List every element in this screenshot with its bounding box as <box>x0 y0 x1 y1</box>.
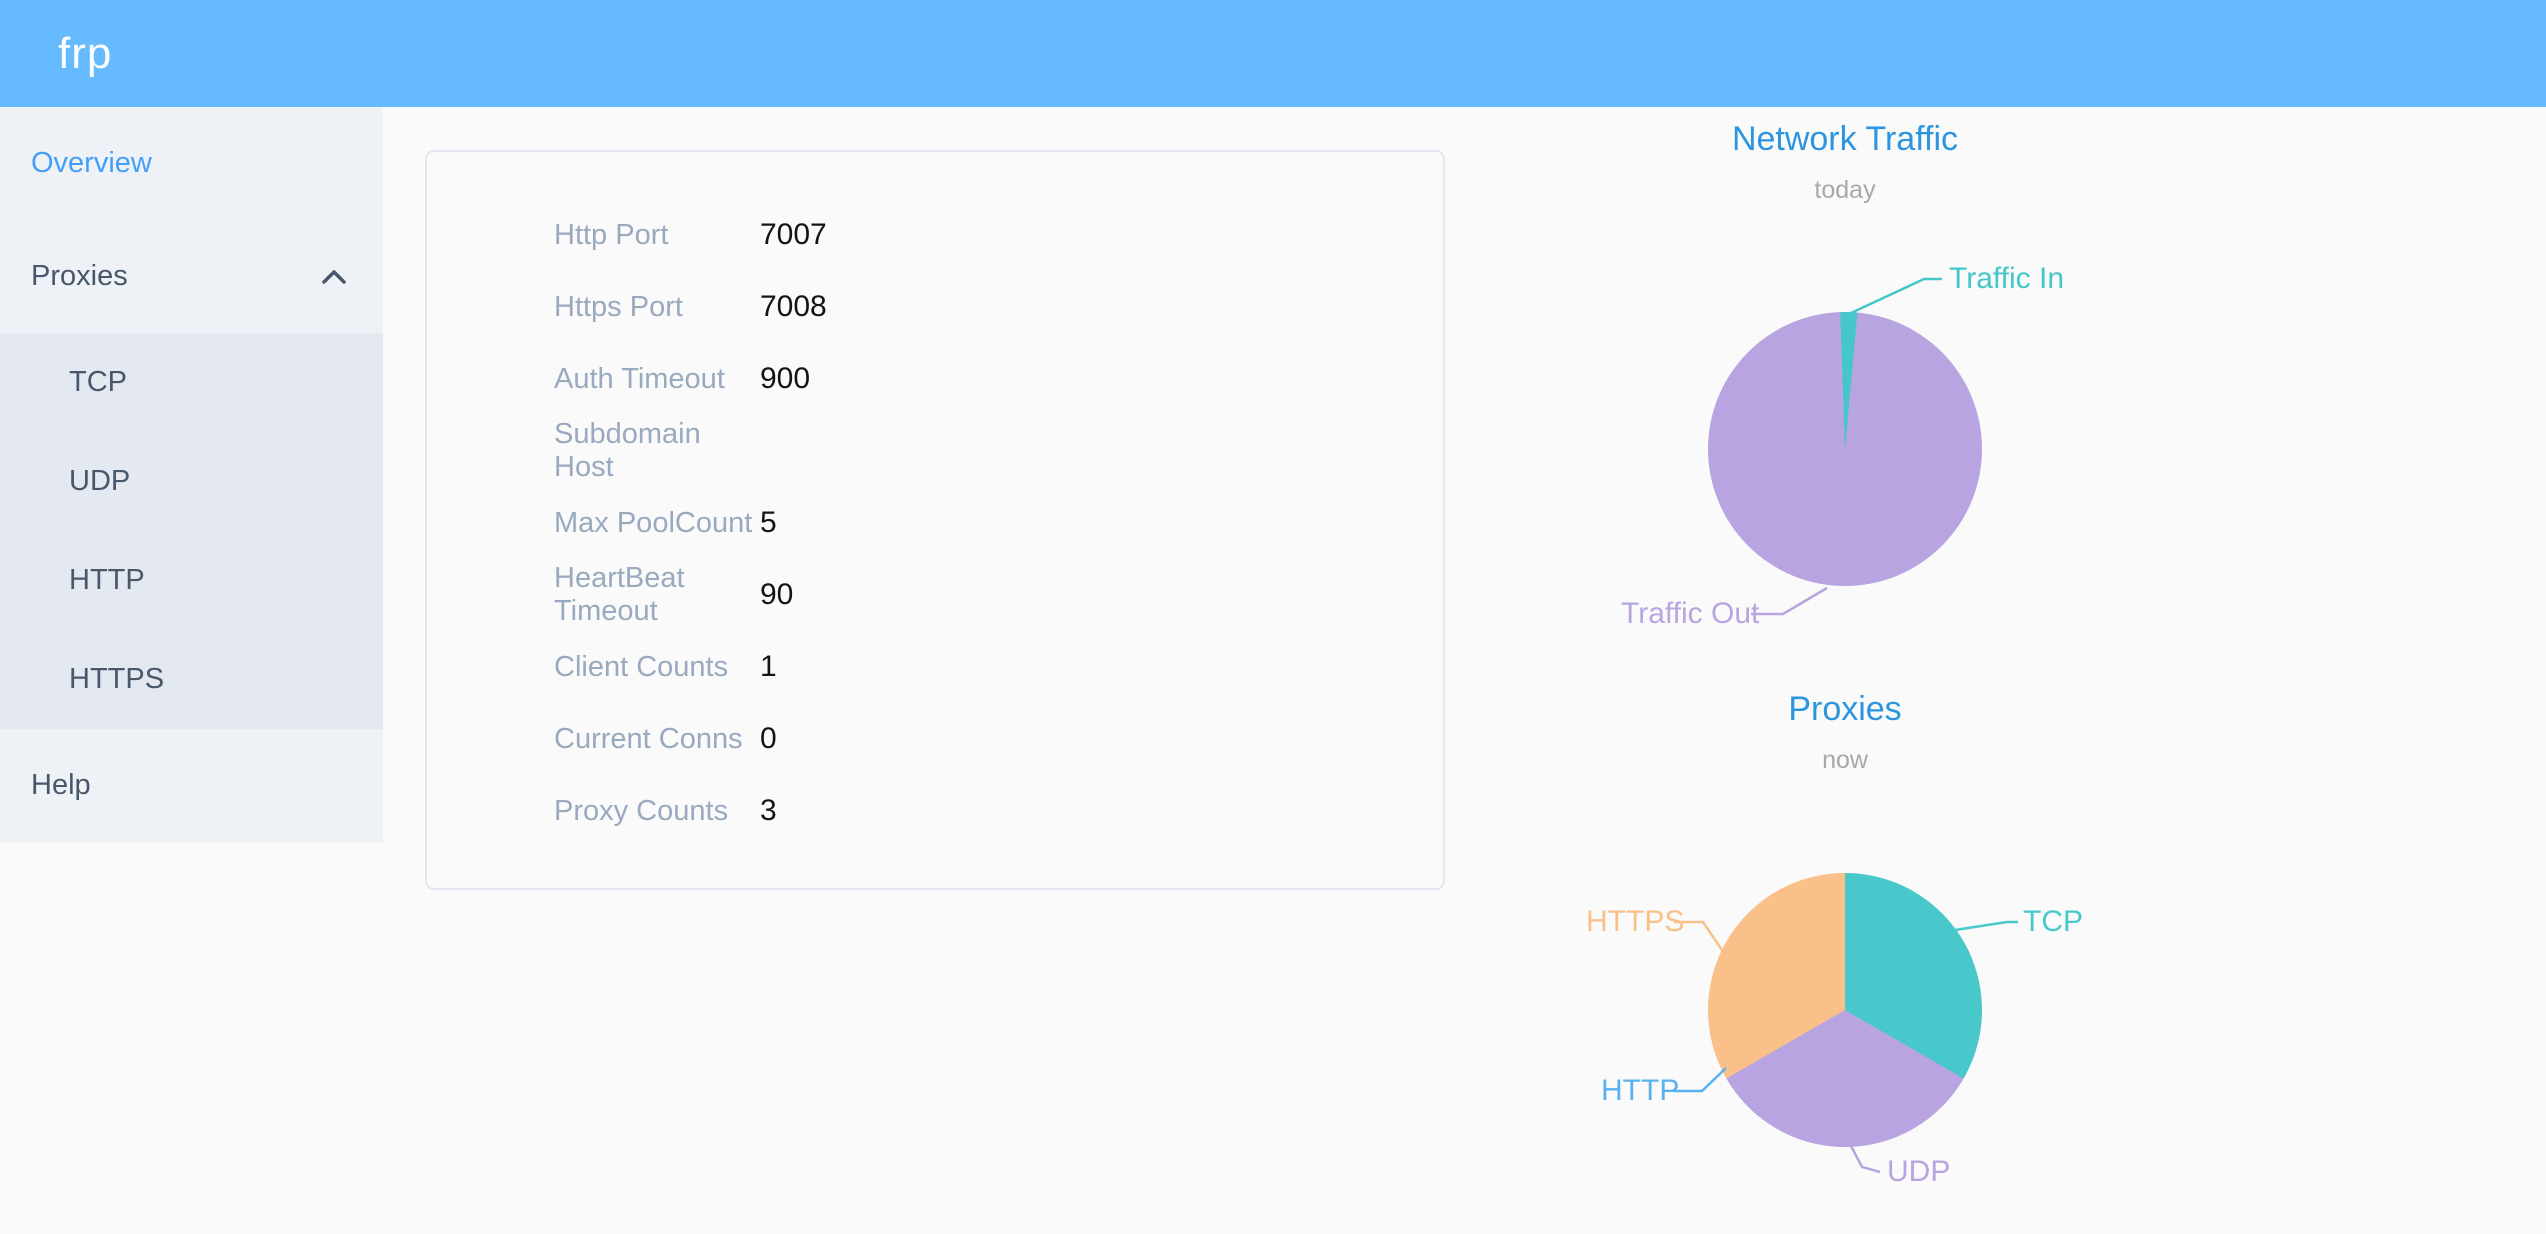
info-label: Subdomain Host <box>554 418 701 483</box>
info-label: Http Port <box>554 218 669 251</box>
info-row-heartbeat-timeout: HeartBeat Timeout 90 <box>427 559 1443 631</box>
info-value: 90 <box>760 578 794 611</box>
chevron-up-icon[interactable] <box>321 267 347 287</box>
info-row-http-port: Http Port 7007 <box>427 199 1443 271</box>
sidebar-item-label: TCP <box>69 366 127 398</box>
info-row-subdomain-host: Subdomain Host <box>427 415 1443 487</box>
sidebar-item-https[interactable]: HTTPS <box>0 630 383 729</box>
chart-title: Network Traffic <box>1731 120 1959 158</box>
info-row-https-port: Https Port 7008 <box>427 271 1443 343</box>
info-label: Client Counts <box>554 650 729 683</box>
proxies-chart: Proxies now TCP HTTPS HTTP UDP <box>1445 690 2245 1234</box>
sidebar-item-label: UDP <box>69 465 131 497</box>
sidebar-item-label: Overview <box>31 147 152 179</box>
info-value: 7007 <box>760 218 827 251</box>
pie-label-udp: UDP <box>1887 1155 1951 1188</box>
info-value: 7008 <box>760 290 827 323</box>
chart-subtitle: today <box>1814 176 1876 204</box>
sidebar-item-proxies[interactable]: Proxies <box>0 220 383 333</box>
info-value: 5 <box>760 506 777 539</box>
info-label: Current Conns <box>554 722 743 755</box>
info-value: 3 <box>760 794 777 827</box>
sidebar-submenu-proxies: TCP UDP HTTP HTTPS <box>0 333 383 729</box>
info-row-current-conns: Current Conns 0 <box>427 703 1443 775</box>
sidebar-item-http[interactable]: HTTP <box>0 531 383 630</box>
app-logo: frp <box>58 28 113 78</box>
pie-label-traffic-in: Traffic In <box>1949 262 2065 295</box>
info-row-max-poolcount: Max PoolCount 5 <box>427 487 1443 559</box>
sidebar-item-label: HTTP <box>69 564 145 596</box>
info-label: HeartBeat Timeout <box>554 562 685 627</box>
info-row-auth-timeout: Auth Timeout 900 <box>427 343 1443 415</box>
info-value: 900 <box>760 362 811 395</box>
info-value: 1 <box>760 650 777 683</box>
info-label: Https Port <box>554 290 683 323</box>
pie-label-http: HTTP <box>1601 1074 1680 1107</box>
chart-subtitle: now <box>1822 746 1868 774</box>
network-traffic-pie[interactable] <box>1708 312 1982 586</box>
sidebar-item-help[interactable]: Help <box>0 729 383 842</box>
server-info-card: Http Port 7007 Https Port 7008 Auth Time… <box>425 150 1445 890</box>
sidebar-item-tcp[interactable]: TCP <box>0 333 383 432</box>
info-row-client-counts: Client Counts 1 <box>427 631 1443 703</box>
app-header: frp <box>0 0 2546 107</box>
network-traffic-chart: Network Traffic today Traffic In Traffic… <box>1445 120 2245 690</box>
sidebar-item-overview[interactable]: Overview <box>0 107 383 220</box>
sidebar-item-label: Help <box>31 769 91 801</box>
sidebar-item-label: HTTPS <box>69 663 165 695</box>
sidebar-item-udp[interactable]: UDP <box>0 432 383 531</box>
sidebar: Overview Proxies TCP UDP HTTP HTTPS Help <box>0 107 383 843</box>
pie-label-tcp: TCP <box>2023 905 2083 938</box>
info-label: Proxy Counts <box>554 794 729 827</box>
sidebar-item-label: Proxies <box>31 260 128 292</box>
info-label: Max PoolCount <box>554 506 753 539</box>
proxies-pie[interactable] <box>1708 873 1982 1147</box>
info-row-proxy-counts: Proxy Counts 3 <box>427 775 1443 847</box>
info-value: 0 <box>760 722 777 755</box>
info-label: Auth Timeout <box>554 362 725 395</box>
pie-label-https: HTTPS <box>1586 905 1685 938</box>
chart-title: Proxies <box>1788 690 1902 728</box>
pie-label-traffic-out: Traffic Out <box>1621 597 1760 630</box>
